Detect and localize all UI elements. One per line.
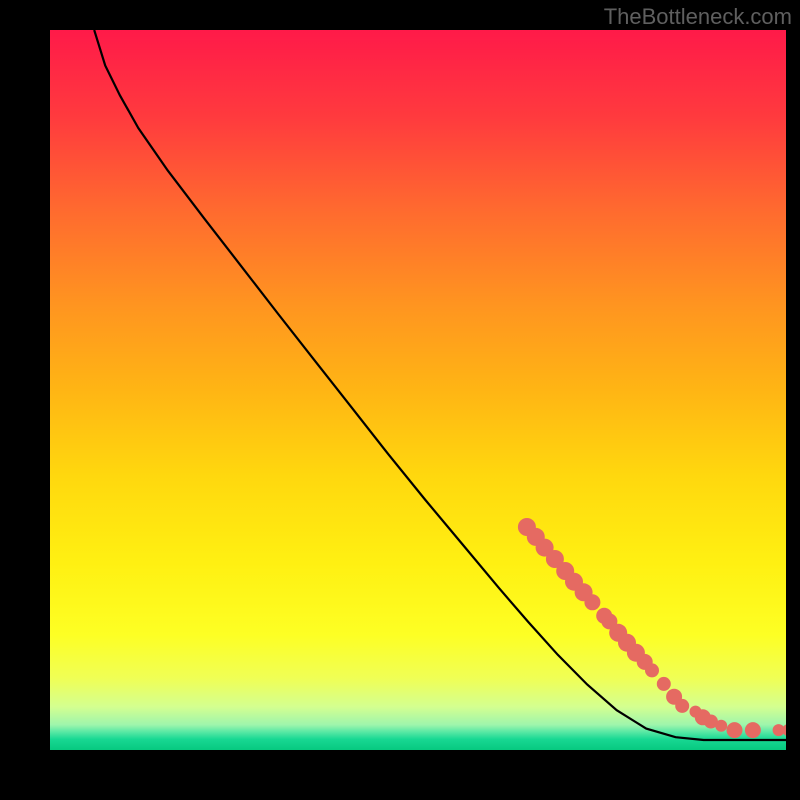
- data-marker: [715, 720, 727, 732]
- data-marker: [657, 677, 671, 691]
- data-marker: [645, 663, 659, 677]
- data-marker: [584, 594, 600, 610]
- data-marker: [727, 722, 743, 738]
- data-marker: [745, 722, 761, 738]
- chart-container: TheBottleneck.com: [0, 0, 800, 800]
- attribution-text: TheBottleneck.com: [604, 4, 792, 30]
- plot-svg: [50, 30, 786, 750]
- data-marker: [675, 699, 689, 713]
- gradient-background: [50, 30, 786, 750]
